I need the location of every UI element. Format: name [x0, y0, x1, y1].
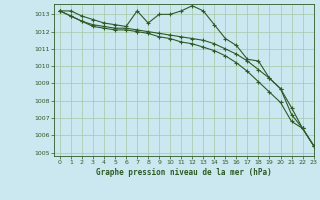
X-axis label: Graphe pression niveau de la mer (hPa): Graphe pression niveau de la mer (hPa) — [96, 168, 272, 177]
